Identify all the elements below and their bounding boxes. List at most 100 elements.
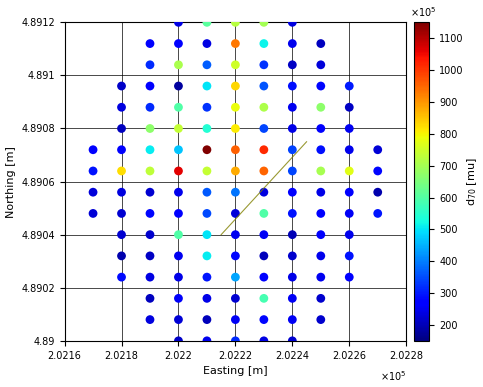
Point [260, 125, 268, 132]
Point [231, 210, 239, 216]
Point [174, 210, 182, 216]
Point [288, 147, 296, 153]
Point [317, 274, 325, 280]
Point [288, 62, 296, 68]
Point [288, 274, 296, 280]
Point [146, 62, 154, 68]
Point [146, 83, 154, 89]
Point [288, 231, 296, 238]
Point [288, 125, 296, 132]
Point [203, 19, 211, 26]
Point [174, 19, 182, 26]
Point [260, 19, 268, 26]
Point [203, 41, 211, 47]
Point [288, 295, 296, 301]
Point [174, 338, 182, 344]
Point [317, 147, 325, 153]
Point [146, 253, 154, 259]
Point [118, 231, 126, 238]
Point [317, 189, 325, 195]
Point [231, 231, 239, 238]
Point [260, 41, 268, 47]
Point [374, 147, 382, 153]
Point [231, 295, 239, 301]
Point [203, 168, 211, 174]
Point [374, 168, 382, 174]
Point [174, 295, 182, 301]
Point [203, 104, 211, 110]
Point [260, 104, 268, 110]
Point [231, 41, 239, 47]
Point [89, 189, 97, 195]
Point [317, 83, 325, 89]
Point [345, 125, 353, 132]
Point [174, 189, 182, 195]
Point [260, 274, 268, 280]
Point [174, 83, 182, 89]
Point [146, 317, 154, 323]
Point [345, 168, 353, 174]
Point [146, 125, 154, 132]
Point [288, 104, 296, 110]
Point [89, 147, 97, 153]
Point [146, 168, 154, 174]
Point [345, 210, 353, 216]
Point [231, 104, 239, 110]
Point [118, 125, 126, 132]
Point [203, 147, 211, 153]
Point [231, 338, 239, 344]
Point [317, 210, 325, 216]
Point [260, 210, 268, 216]
Point [260, 83, 268, 89]
Point [345, 274, 353, 280]
Point [317, 41, 325, 47]
Point [118, 168, 126, 174]
Point [231, 168, 239, 174]
Point [146, 274, 154, 280]
Text: $\times 10^5$: $\times 10^5$ [410, 5, 436, 19]
Point [146, 231, 154, 238]
Point [146, 104, 154, 110]
Point [174, 62, 182, 68]
Point [345, 83, 353, 89]
Point [260, 168, 268, 174]
Point [89, 168, 97, 174]
Point [288, 83, 296, 89]
Point [146, 189, 154, 195]
Point [146, 295, 154, 301]
Point [231, 147, 239, 153]
Point [260, 62, 268, 68]
Point [174, 253, 182, 259]
Point [203, 189, 211, 195]
Point [118, 83, 126, 89]
Point [317, 253, 325, 259]
Point [288, 338, 296, 344]
Point [231, 189, 239, 195]
Point [174, 104, 182, 110]
Point [118, 147, 126, 153]
Point [231, 317, 239, 323]
Point [118, 210, 126, 216]
Point [118, 189, 126, 195]
Point [288, 19, 296, 26]
Point [317, 104, 325, 110]
Text: $\times 10^5$: $\times 10^5$ [380, 370, 406, 383]
Point [231, 62, 239, 68]
Point [317, 168, 325, 174]
Point [231, 125, 239, 132]
Point [146, 41, 154, 47]
Point [260, 189, 268, 195]
Y-axis label: Northing [m]: Northing [m] [6, 146, 15, 217]
Point [231, 19, 239, 26]
Point [288, 317, 296, 323]
Point [89, 210, 97, 216]
Point [174, 274, 182, 280]
Point [174, 125, 182, 132]
Point [374, 189, 382, 195]
Point [288, 253, 296, 259]
Point [174, 168, 182, 174]
Point [260, 147, 268, 153]
Point [317, 62, 325, 68]
Point [231, 83, 239, 89]
Point [174, 147, 182, 153]
